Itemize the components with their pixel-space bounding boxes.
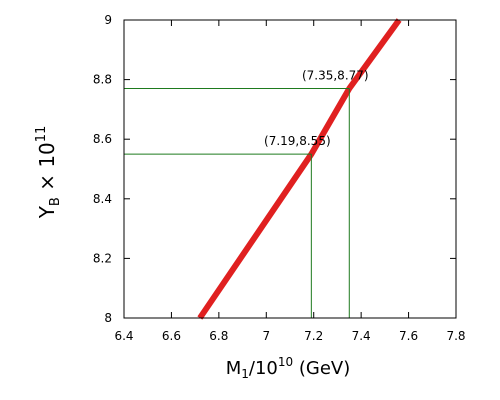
series-line-0	[197, 18, 402, 320]
x-tick-label: 6.8	[209, 329, 228, 343]
x-tick-label: 7.8	[446, 329, 465, 343]
y-axis-label: YB × 1011	[34, 126, 63, 220]
x-tick-label: 7.2	[304, 329, 323, 343]
x-tick-label: 7.6	[399, 329, 418, 343]
y-axis-label-rest: × 10	[35, 142, 59, 197]
x-axis-label-sup: 10	[278, 355, 293, 369]
reference-lines-layer	[124, 88, 350, 318]
point-annotation-1: (7.35,8.77)	[302, 69, 369, 83]
y-tick-label: 8	[104, 311, 112, 325]
x-axis-label-sub: 1	[241, 367, 249, 381]
series-curve-layer	[197, 18, 402, 320]
x-tick-label: 7.4	[352, 329, 371, 343]
x-tick-label: 6.4	[114, 329, 133, 343]
x-ticks: 6.4 6.6 6.8 7 7.2 7.4 7.6 7.8	[114, 20, 466, 343]
x-tick-label: 6.6	[162, 329, 181, 343]
y-tick-label: 8.8	[93, 73, 112, 87]
y-ticks: 8 8.2 8.4 8.6 8.8 9	[93, 13, 456, 325]
y-axis-label-main: Y	[35, 205, 59, 219]
y-axis-label-sup: 11	[34, 126, 49, 143]
x-axis-label-rest: /10	[249, 358, 278, 379]
plot-frame	[123, 19, 457, 319]
x-tick-label: 7	[262, 329, 270, 343]
x-axis-label-unit: (GeV)	[293, 358, 350, 379]
y-tick-label: 9	[104, 13, 112, 27]
annotations: (7.19,8.55) (7.35,8.77)	[264, 69, 369, 149]
x-axis-label: M1/1010 (GeV)	[226, 355, 351, 381]
y-tick-label: 8.6	[93, 132, 112, 146]
point-annotation-0: (7.19,8.55)	[264, 134, 331, 148]
x-axis-label-main: M	[226, 358, 242, 379]
y-tick-label: 8.4	[93, 192, 112, 206]
y-axis-label-sub: B	[48, 197, 63, 206]
y-tick-label: 8.2	[93, 251, 112, 265]
